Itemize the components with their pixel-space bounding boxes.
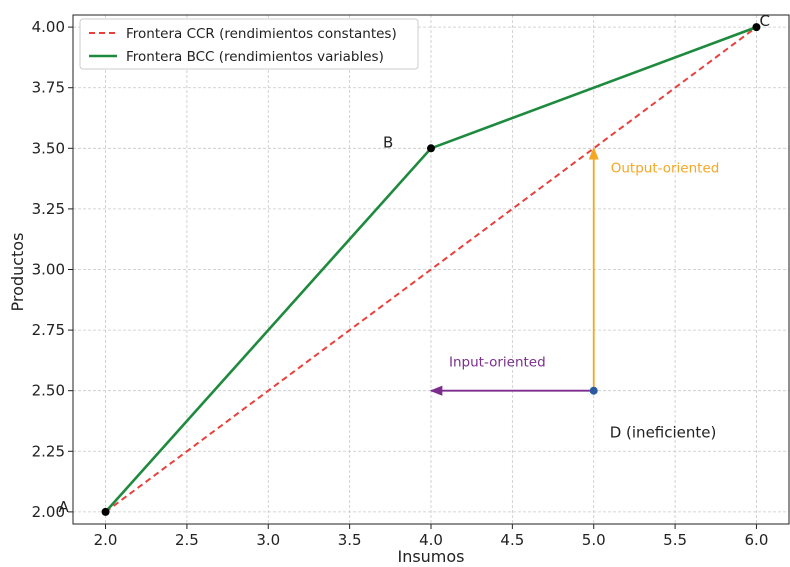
legend-label-bcc: Frontera BCC (rendimientos variables) xyxy=(126,49,384,65)
x-tick-label: 6.0 xyxy=(745,531,769,549)
point-b xyxy=(427,144,435,152)
point-label-b: B xyxy=(383,133,393,151)
point-d xyxy=(590,387,598,395)
y-tick-label: 3.50 xyxy=(32,139,65,157)
y-axis-label: Productos xyxy=(8,233,27,312)
x-tick-label: 5.5 xyxy=(663,531,687,549)
y-tick-label: 4.00 xyxy=(32,18,65,36)
x-tick-label: 5.0 xyxy=(582,531,606,549)
input-oriented-label: Input-oriented xyxy=(449,355,546,371)
x-tick-label: 2.5 xyxy=(175,531,199,549)
legend-label-ccr: Frontera CCR (rendimientos constantes) xyxy=(126,26,397,42)
x-tick-label: 2.0 xyxy=(94,531,118,549)
x-tick-label: 3.0 xyxy=(256,531,280,549)
legend: Frontera CCR (rendimientos constantes) F… xyxy=(80,19,418,69)
y-tick-label: 2.00 xyxy=(32,503,65,521)
y-tick-label: 2.75 xyxy=(32,321,65,339)
x-tick-label: 4.5 xyxy=(500,531,524,549)
x-axis-label: Insumos xyxy=(397,547,464,566)
x-tick-label: 3.5 xyxy=(338,531,362,549)
point-a xyxy=(102,508,110,516)
y-tick-label: 2.25 xyxy=(32,442,65,460)
y-tick-label: 3.00 xyxy=(32,261,65,279)
point-label-d: D (ineficiente) xyxy=(610,424,717,442)
y-tick-label: 2.50 xyxy=(32,382,65,400)
y-tick-label: 3.75 xyxy=(32,79,65,97)
y-tick-label: 3.25 xyxy=(32,200,65,218)
output-oriented-label: Output-oriented xyxy=(611,160,720,176)
